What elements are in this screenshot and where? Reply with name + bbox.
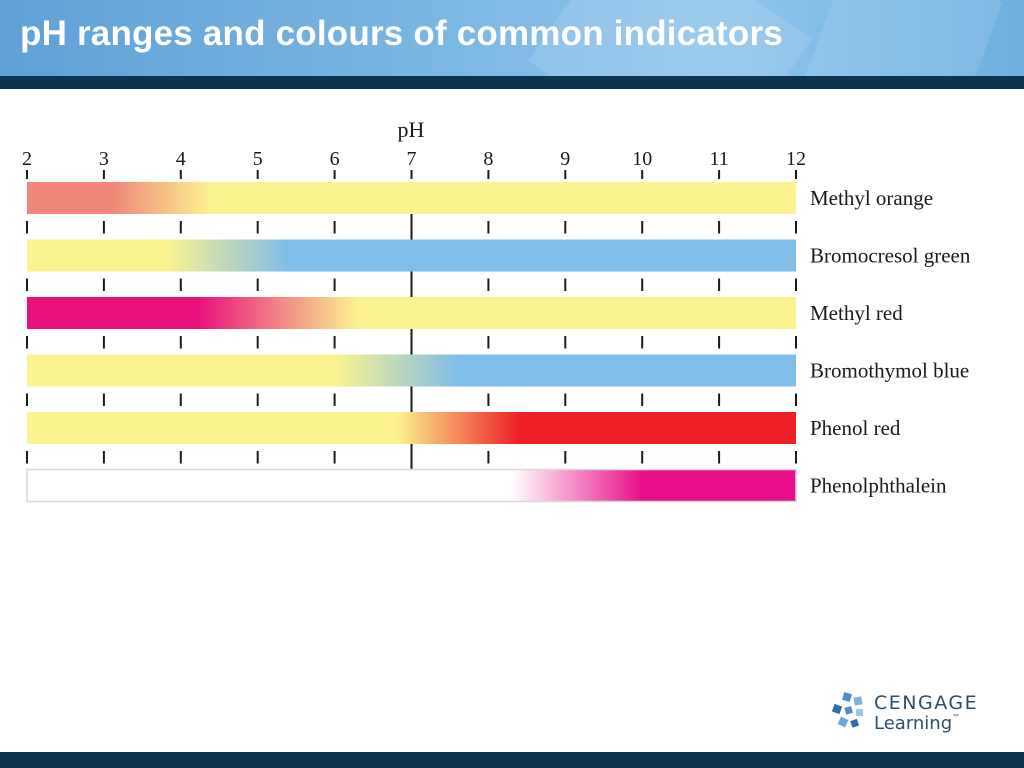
bar-phenolphthalein [26, 468, 797, 503]
bars-layer [26, 182, 797, 503]
tick-label-11: 11 [709, 148, 728, 170]
tick-label-4: 4 [176, 148, 186, 170]
label-bromothymol-blue: Bromothymol blue [810, 359, 969, 383]
tick-label-9: 9 [560, 148, 570, 170]
ph-axis-label: pH [398, 117, 425, 142]
bar-methyl-red [27, 297, 796, 329]
tick-label-2: 2 [22, 148, 32, 170]
tick-label-10: 10 [632, 148, 652, 170]
slide-title: pH ranges and colours of common indicato… [20, 14, 783, 53]
bar-phenol-red [27, 412, 796, 444]
tick-label-12: 12 [786, 148, 806, 170]
tick-label-8: 8 [483, 148, 493, 170]
indicator-chart: pH 2 3 4 5 6 7 8 9 10 11 12 Methyl orange Bromocres… [22, 117, 971, 503]
logo-learning-word: Learning [874, 713, 953, 734]
logo-text-cengage: CENGAGE [874, 692, 979, 714]
tick-label-7: 7 [407, 148, 417, 170]
label-phenolphthalein: Phenolphthalein [810, 474, 947, 498]
label-bromocresol-green: Bromocresol green [810, 244, 971, 268]
cengage-logo: CENGAGE Learning™ [830, 690, 990, 740]
bar-bromocresol-green [27, 239, 796, 272]
tick-label-5: 5 [253, 148, 263, 170]
label-methyl-red: Methyl red [810, 301, 903, 325]
slide-header: pH ranges and colours of common indicato… [0, 0, 1024, 76]
label-methyl-orange: Methyl orange [810, 186, 933, 210]
label-phenol-red: Phenol red [810, 416, 901, 440]
tick-label-6: 6 [330, 148, 340, 170]
footer-rule [0, 752, 1024, 768]
bar-bromothymol-blue [27, 354, 796, 387]
logo-text-learning: Learning™ [874, 713, 960, 734]
indicator-labels: Methyl orange Bromocresol green Methyl red… [810, 186, 971, 498]
tick-label-3: 3 [99, 148, 109, 170]
tick-layer: 2 3 4 5 6 7 8 9 10 11 12 [22, 148, 806, 470]
header-rule [0, 76, 1024, 89]
logo-trademark: ™ [952, 713, 961, 722]
cengage-mark-icon [831, 692, 863, 728]
bar-methyl-orange [27, 182, 796, 214]
